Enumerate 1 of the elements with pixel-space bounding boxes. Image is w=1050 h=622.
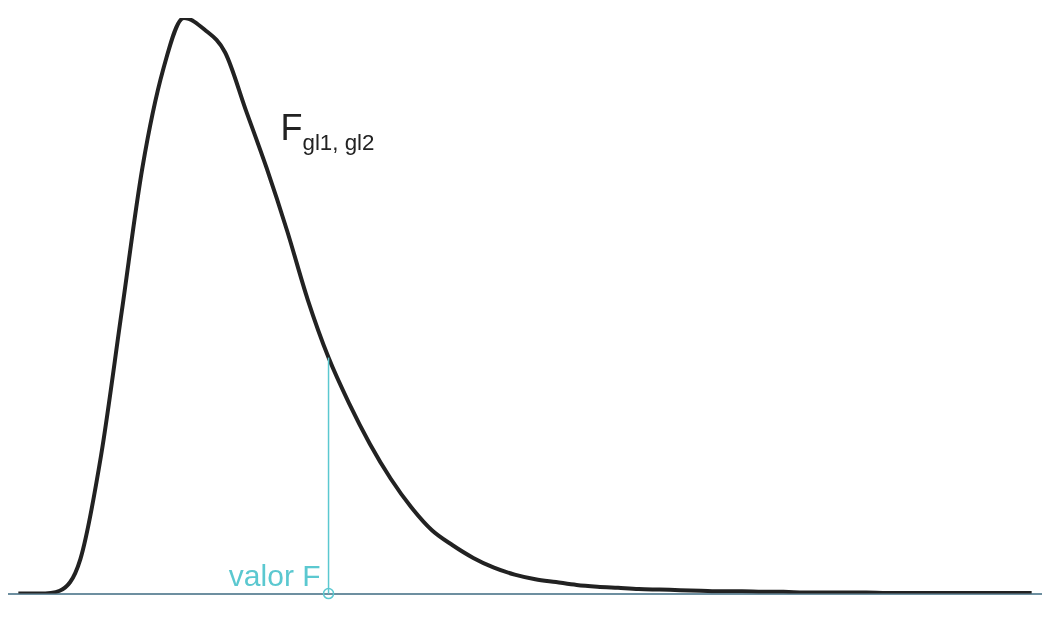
annotation: valor F	[228, 558, 321, 592]
